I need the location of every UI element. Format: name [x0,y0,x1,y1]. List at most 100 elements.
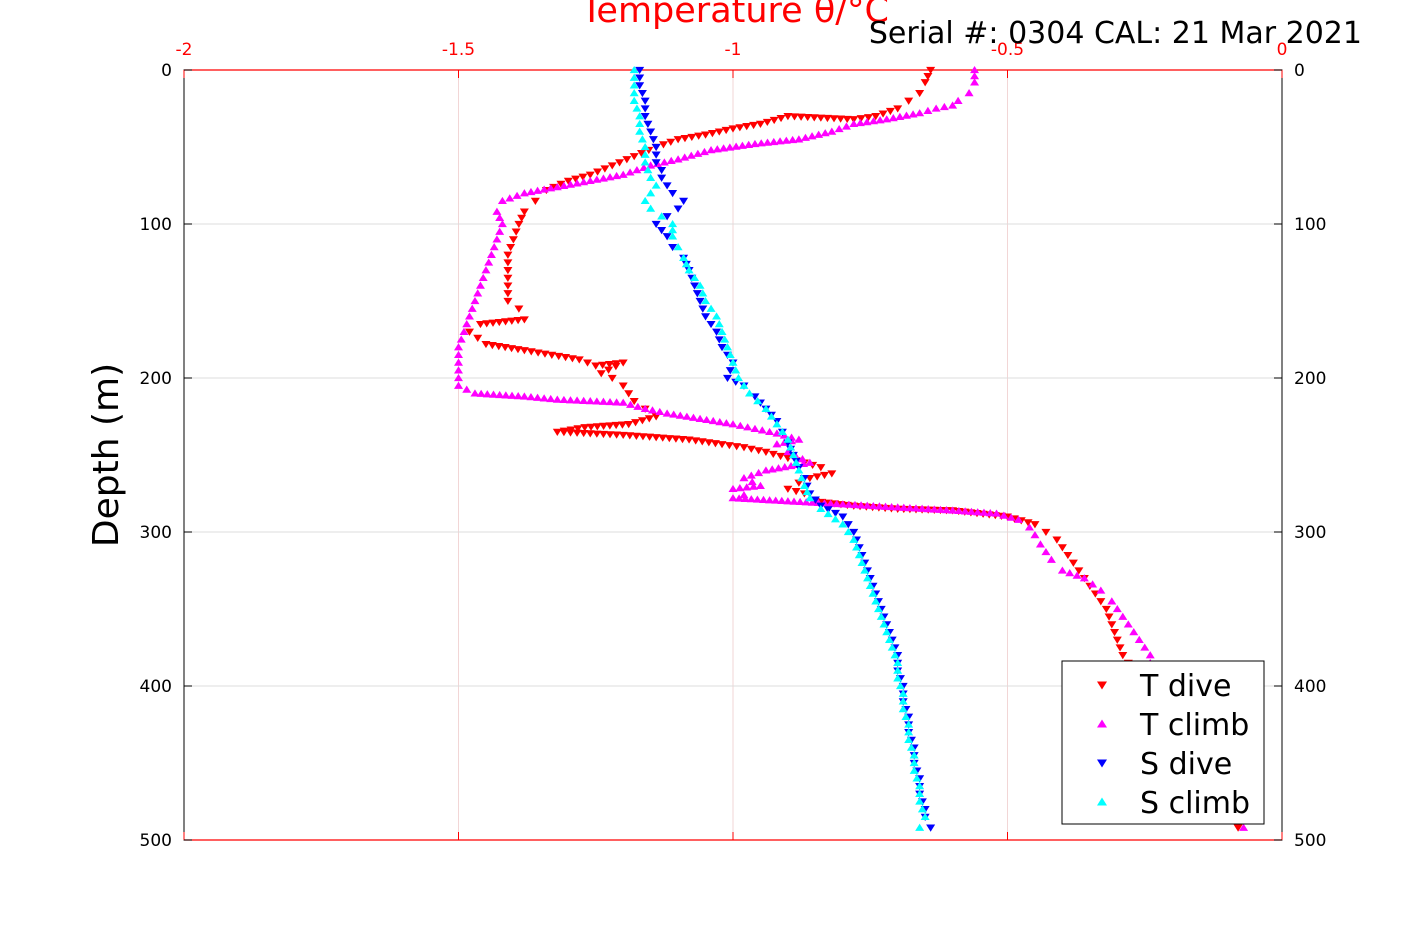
data-point [909,751,919,759]
data-point [893,105,903,113]
data-point [800,133,810,141]
data-point [640,97,650,105]
data-point [519,208,529,216]
data-point [565,180,575,188]
data-point [580,424,590,432]
x-tick-label: -1.5 [442,40,475,60]
data-point [579,429,589,438]
y-tick-label-right: 100 [1294,215,1326,235]
data-point [783,485,793,493]
data-point [1134,635,1144,643]
data-point [827,470,837,478]
data-point [632,166,642,174]
data-point [912,774,922,782]
data-point [533,186,543,194]
legend-marker-t-dive [1097,681,1107,690]
data-point [506,243,516,252]
data-point [781,136,791,144]
data-point [470,296,480,305]
data-point [695,297,705,306]
data-point [882,628,892,636]
data-point [675,411,685,419]
data-point [605,422,615,430]
data-point [637,135,647,143]
data-point [739,444,749,452]
data-point [724,442,734,450]
data-point [680,153,690,161]
data-point [901,111,911,119]
data-point [964,89,974,97]
data-point [970,78,980,86]
data-point [735,484,745,492]
x-tick-label: -0.5 [991,40,1024,60]
data-point [1107,621,1117,629]
data-point [637,150,646,158]
data-point [773,464,783,472]
legend-label-s-climb: S climb [1140,786,1250,821]
data-point [503,297,513,306]
data-point [841,122,851,130]
data-point [939,102,949,111]
data-point [651,151,661,159]
data-point [744,389,754,397]
data-point [794,479,804,487]
data-point [635,66,645,75]
data-point [776,452,786,461]
data-point [651,220,661,229]
data-point [754,468,764,477]
y-tick-label-left: 400 [140,677,172,697]
data-point [611,363,621,371]
data-point [488,319,498,327]
data-point [635,112,645,120]
data-point [671,435,681,443]
data-point [677,435,687,444]
data-point [618,398,628,406]
data-point [454,343,463,351]
data-point [769,137,779,146]
data-point [876,612,886,620]
data-point [873,604,883,613]
data-point [765,427,775,436]
data-point [1057,566,1067,574]
data-point [646,173,656,181]
data-point [640,404,650,412]
data-point [519,347,529,355]
data-point [572,396,582,404]
legend-label-t-dive: T dive [1139,669,1231,704]
data-point [721,126,731,135]
data-point [462,385,472,393]
data-point [454,366,463,374]
data-point [673,155,683,163]
data-point [838,500,848,508]
data-point [898,697,908,705]
data-point [750,139,760,148]
data-point [559,429,569,437]
data-point [559,395,569,404]
data-point [615,159,625,167]
data-point [898,705,908,713]
data-point [723,374,733,383]
data-point [1107,597,1117,605]
data-point [814,130,824,138]
data-point [749,482,759,490]
data-point [823,506,833,514]
data-point [915,109,925,117]
data-point [746,495,756,503]
data-point [776,114,786,123]
data-point [904,728,914,736]
data-point [966,507,976,515]
data-point [673,205,683,213]
data-point [1079,574,1089,582]
data-point [643,166,653,174]
data-point [701,296,711,305]
data-point [612,398,622,406]
data-point [488,390,498,398]
data-point [572,179,582,187]
legend-box [1061,660,1265,825]
data-point [658,434,668,442]
data-point [600,165,610,173]
data-point [635,82,645,90]
data-point [640,113,650,121]
legend-label-t-climb: T climb [1139,708,1249,743]
data-point [752,495,762,503]
